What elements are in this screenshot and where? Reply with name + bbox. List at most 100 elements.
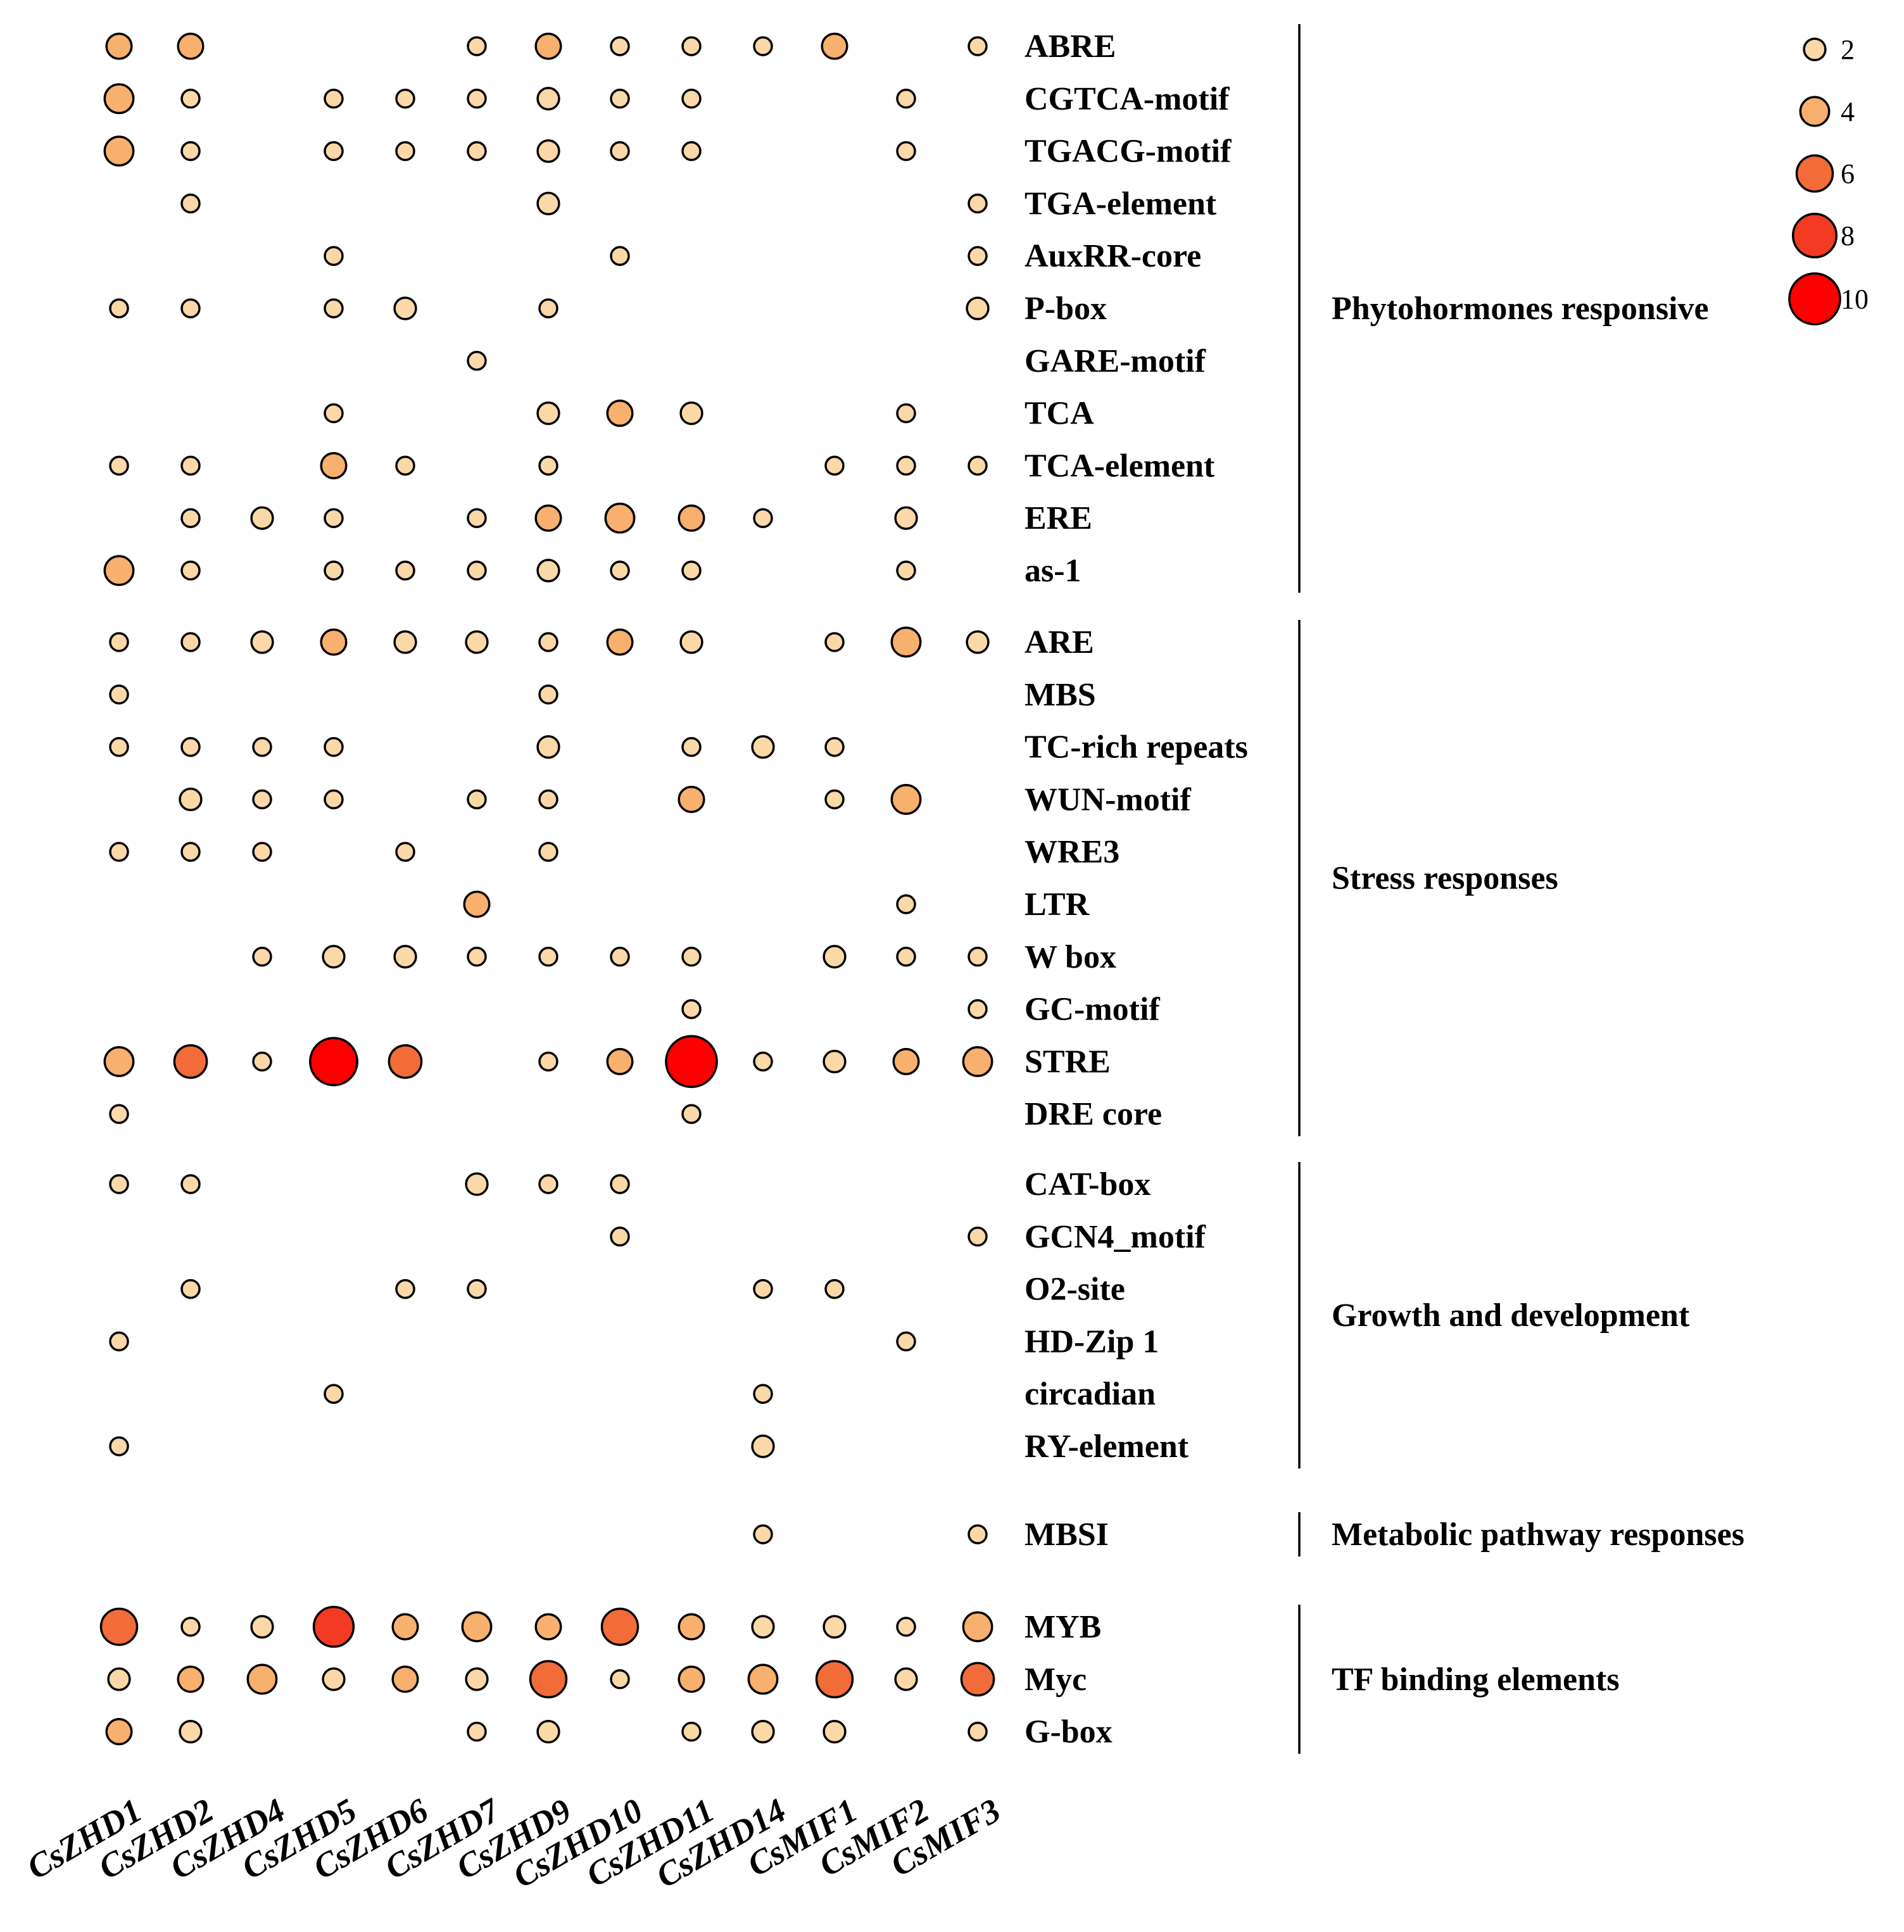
bubble-tca-element-cszhd9 xyxy=(538,455,558,476)
bubble-tca-element-csmif3 xyxy=(968,455,988,476)
group-label: Stress responses xyxy=(1332,861,1558,897)
bubble-wun-motif-cszhd4 xyxy=(252,789,272,810)
bubble-tgacg-motif-cszhd11 xyxy=(681,141,702,161)
bubble-tca-element-cszhd2 xyxy=(180,455,201,476)
bubble-myc-cszhd9 xyxy=(529,1660,568,1699)
legend-label-4: 4 xyxy=(1841,96,1855,127)
bubble-cat-box-cszhd2 xyxy=(180,1174,201,1194)
bubble-wre3-cszhd4 xyxy=(252,842,272,862)
bubble-as-1-cszhd6 xyxy=(395,560,415,581)
bubble-tgacg-motif-cszhd7 xyxy=(467,141,487,161)
row-label: HD-Zip 1 xyxy=(1025,1323,1159,1360)
bubble-as-1-cszhd7 xyxy=(467,560,487,581)
row-label: TGACG-motif xyxy=(1025,134,1232,170)
bubble-myb-cszhd14 xyxy=(751,1615,775,1639)
bubble-tc-rich-repeats-cszhd2 xyxy=(180,736,201,757)
group-layer: Phytohormones responsive Stress responses… xyxy=(1298,24,1744,1754)
bubble-myb-cszhd10 xyxy=(600,1607,640,1646)
bubble-tc-rich-repeats-cszhd9 xyxy=(536,735,560,759)
bubble-myc-cszhd1 xyxy=(107,1667,131,1691)
bubble-tc-rich-repeats-cszhd11 xyxy=(681,736,702,757)
bubble-myc-cszhd14 xyxy=(747,1664,779,1695)
bubble-as-1-cszhd5 xyxy=(324,560,344,581)
row-label: CGTCA-motif xyxy=(1025,81,1230,117)
bubble-w-box-cszhd9 xyxy=(538,947,558,967)
bubble-mbs-cszhd9 xyxy=(538,685,558,705)
bubble-myb-cszhd1 xyxy=(99,1607,139,1646)
bubble-mbsi-cszhd14 xyxy=(753,1524,773,1544)
bubble-o2-site-cszhd6 xyxy=(395,1279,415,1299)
bubble-are-cszhd7 xyxy=(465,630,489,654)
column-labels-layer: CsZHD1CsZHD2CsZHD4CsZHD5CsZHD6CsZHD7CsZH… xyxy=(20,1790,1007,1895)
legend-label-8: 8 xyxy=(1841,220,1855,251)
bubble-gcn4_motif-cszhd10 xyxy=(610,1227,630,1247)
bubble-mbsi-csmif3 xyxy=(968,1524,988,1544)
bubble-g-box-csmif1 xyxy=(823,1719,847,1744)
bubble-w-box-cszhd11 xyxy=(681,947,702,967)
bubble-myb-cszhd4 xyxy=(250,1615,274,1639)
bubble-are-cszhd6 xyxy=(393,630,417,654)
bubble-tgacg-motif-cszhd5 xyxy=(324,141,344,161)
bubble-as-1-csmif2 xyxy=(896,560,916,581)
bubbles-layer xyxy=(99,32,995,1746)
bubble-are-cszhd4 xyxy=(250,630,274,654)
bubble-cgtca-motif-cszhd10 xyxy=(610,89,630,109)
bubble-ere-cszhd2 xyxy=(180,508,201,528)
bubble-wun-motif-csmif1 xyxy=(824,789,845,810)
bubble-cat-box-cszhd7 xyxy=(465,1172,489,1196)
legend: 2 4 6 8 10 xyxy=(1788,34,1869,325)
bubble-myb-cszhd9 xyxy=(534,1613,562,1641)
bubble-are-cszhd9 xyxy=(538,632,558,652)
bubble-ry-element-cszhd1 xyxy=(109,1436,129,1456)
bubble-abre-cszhd14 xyxy=(753,36,773,56)
row-label: as-1 xyxy=(1025,553,1081,589)
bubble-tgacg-motif-cszhd10 xyxy=(610,141,630,161)
row-label: CAT-box xyxy=(1025,1166,1151,1203)
bubble-cgtca-motif-cszhd7 xyxy=(467,89,487,109)
bubble-abre-cszhd2 xyxy=(177,32,205,60)
row-label: Myc xyxy=(1025,1662,1087,1698)
bubble-tc-rich-repeats-cszhd1 xyxy=(109,736,129,757)
row-label: TC-rich repeats xyxy=(1025,729,1248,766)
bubble-stre-cszhd10 xyxy=(606,1047,634,1075)
bubble-circadian-cszhd5 xyxy=(324,1384,344,1404)
bubble-abre-cszhd1 xyxy=(105,32,133,60)
bubble-tgacg-motif-cszhd9 xyxy=(536,139,560,163)
bubble-as-1-cszhd9 xyxy=(536,559,560,583)
bubble-w-box-csmif3 xyxy=(968,947,988,967)
bubble-stre-cszhd4 xyxy=(252,1051,272,1072)
bubble-tca-csmif2 xyxy=(896,403,916,424)
bubble-p-box-cszhd2 xyxy=(180,298,201,319)
row-label: WRE3 xyxy=(1025,834,1119,870)
bubble-auxrr-core-cszhd10 xyxy=(610,246,630,266)
bubble-gc-motif-cszhd11 xyxy=(681,999,702,1020)
bubble-wun-motif-cszhd11 xyxy=(678,785,705,813)
bubble-ere-cszhd10 xyxy=(604,502,636,534)
bubble-tgacg-motif-cszhd2 xyxy=(180,141,201,161)
bubble-ere-csmif2 xyxy=(894,506,918,530)
bubble-ry-element-cszhd14 xyxy=(751,1434,775,1458)
bubble-p-box-cszhd1 xyxy=(109,298,129,319)
group-label: Phytohormones responsive xyxy=(1332,291,1709,327)
bubble-myb-cszhd6 xyxy=(391,1613,419,1641)
bubble-tca-cszhd11 xyxy=(679,401,703,426)
bubble-ere-cszhd14 xyxy=(753,508,773,528)
bubble-cgtca-motif-cszhd2 xyxy=(180,89,201,109)
bubble-myc-cszhd7 xyxy=(465,1667,489,1691)
bubble-tgacg-motif-csmif2 xyxy=(896,141,916,161)
bubble-cgtca-motif-cszhd5 xyxy=(324,89,344,109)
row-label: ARE xyxy=(1025,624,1094,660)
bubble-tga-element-cszhd2 xyxy=(180,193,201,214)
bubble-myb-csmif2 xyxy=(896,1617,916,1637)
row-label: DRE core xyxy=(1025,1096,1162,1132)
bubble-abre-cszhd9 xyxy=(534,32,562,60)
bubble-wre3-cszhd9 xyxy=(538,842,558,862)
bubble-wre3-cszhd6 xyxy=(395,842,415,862)
bubble-g-box-cszhd2 xyxy=(179,1719,203,1744)
bubble-g-box-cszhd1 xyxy=(105,1718,133,1746)
bubble-g-box-csmif3 xyxy=(968,1721,988,1742)
bubble-myc-cszhd6 xyxy=(391,1665,419,1693)
bubble-cgtca-motif-cszhd11 xyxy=(681,89,702,109)
